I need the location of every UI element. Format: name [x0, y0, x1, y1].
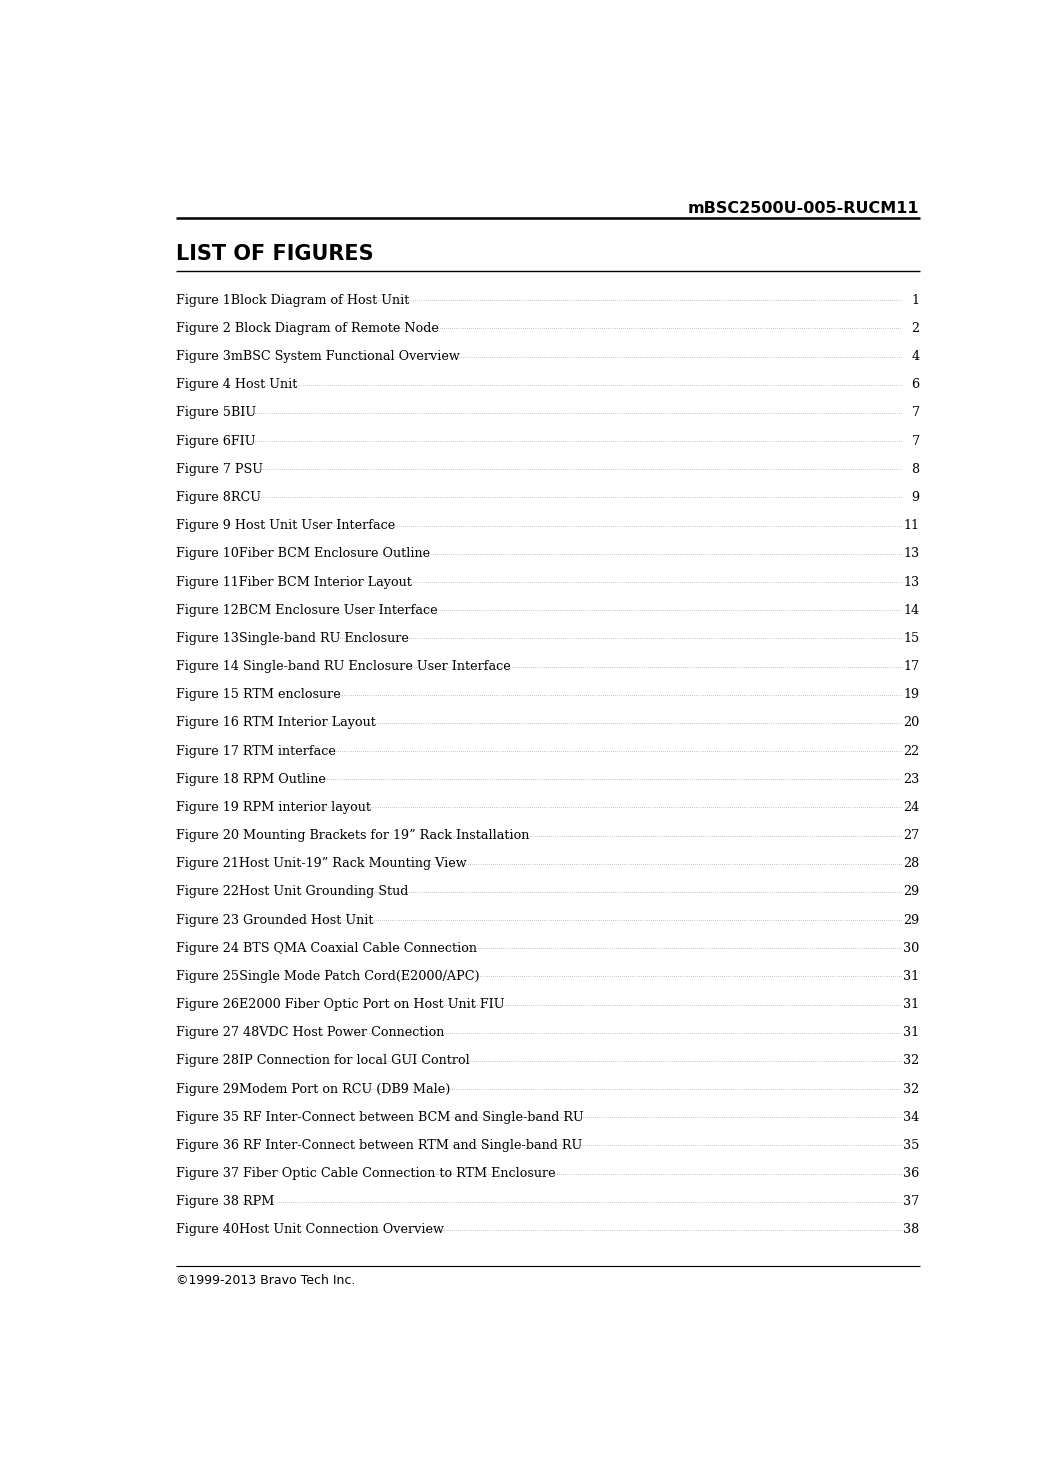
Text: 31: 31 [904, 970, 919, 983]
Text: Figure 10Fiber BCM Enclosure Outline: Figure 10Fiber BCM Enclosure Outline [176, 547, 429, 560]
Text: Figure 2 Block Diagram of Remote Node: Figure 2 Block Diagram of Remote Node [176, 321, 439, 334]
Text: 11: 11 [904, 519, 919, 533]
Text: Figure 11Fiber BCM Interior Layout: Figure 11Fiber BCM Interior Layout [176, 575, 411, 588]
Text: 31: 31 [904, 998, 919, 1011]
Text: 8: 8 [912, 462, 919, 475]
Text: 27: 27 [904, 829, 919, 842]
Text: Figure 28IP Connection for local GUI Control: Figure 28IP Connection for local GUI Con… [176, 1055, 469, 1068]
Text: 7: 7 [912, 434, 919, 447]
Text: Figure 27 48VDC Host Power Connection: Figure 27 48VDC Host Power Connection [176, 1027, 444, 1039]
Text: 32: 32 [904, 1083, 919, 1096]
Text: 1: 1 [912, 293, 919, 307]
Text: Figure 36 RF Inter-Connect between RTM and Single-band RU: Figure 36 RF Inter-Connect between RTM a… [176, 1138, 582, 1152]
Text: LIST OF FIGURES: LIST OF FIGURES [176, 244, 373, 264]
Text: ©1999-2013 Bravo Tech Inc.: ©1999-2013 Bravo Tech Inc. [176, 1273, 355, 1287]
Text: Figure 19 RPM interior layout: Figure 19 RPM interior layout [176, 801, 371, 814]
Text: 23: 23 [904, 773, 919, 786]
Text: Figure 40Host Unit Connection Overview: Figure 40Host Unit Connection Overview [176, 1223, 443, 1237]
Text: Figure 25Single Mode Patch Cord(E2000/APC): Figure 25Single Mode Patch Cord(E2000/AP… [176, 970, 480, 983]
Text: Figure 5BIU: Figure 5BIU [176, 406, 255, 420]
Text: 4: 4 [912, 351, 919, 364]
Text: Figure 9 Host Unit User Interface: Figure 9 Host Unit User Interface [176, 519, 395, 533]
Text: Figure 17 RTM interface: Figure 17 RTM interface [176, 745, 335, 757]
Text: 13: 13 [904, 547, 919, 560]
Text: 31: 31 [904, 1027, 919, 1039]
Text: Figure 15 RTM enclosure: Figure 15 RTM enclosure [176, 688, 340, 701]
Text: Figure 14 Single-band RU Enclosure User Interface: Figure 14 Single-band RU Enclosure User … [176, 660, 510, 673]
Text: 20: 20 [904, 716, 919, 729]
Text: 36: 36 [904, 1168, 919, 1179]
Text: Figure 3mBSC System Functional Overview: Figure 3mBSC System Functional Overview [176, 351, 460, 364]
Text: Figure 18 RPM Outline: Figure 18 RPM Outline [176, 773, 326, 786]
Text: Figure 23 Grounded Host Unit: Figure 23 Grounded Host Unit [176, 914, 373, 927]
Text: 13: 13 [904, 575, 919, 588]
Text: Figure 12BCM Enclosure User Interface: Figure 12BCM Enclosure User Interface [176, 604, 438, 616]
Text: 6: 6 [912, 378, 919, 392]
Text: 28: 28 [904, 857, 919, 870]
Text: Figure 21Host Unit-19” Rack Mounting View: Figure 21Host Unit-19” Rack Mounting Vie… [176, 857, 466, 870]
Text: Figure 13Single-band RU Enclosure: Figure 13Single-band RU Enclosure [176, 632, 408, 645]
Text: 9: 9 [912, 491, 919, 505]
Text: Figure 1Block Diagram of Host Unit: Figure 1Block Diagram of Host Unit [176, 293, 409, 307]
Text: 37: 37 [904, 1196, 919, 1209]
Text: Figure 20 Mounting Brackets for 19” Rack Installation: Figure 20 Mounting Brackets for 19” Rack… [176, 829, 529, 842]
Text: 22: 22 [904, 745, 919, 757]
Text: 29: 29 [904, 886, 919, 898]
Text: Figure 26E2000 Fiber Optic Port on Host Unit FIU: Figure 26E2000 Fiber Optic Port on Host … [176, 998, 504, 1011]
Text: mBSC2500U-005-RUCM11: mBSC2500U-005-RUCM11 [688, 201, 919, 216]
Text: Figure 29Modem Port on RCU (DB9 Male): Figure 29Modem Port on RCU (DB9 Male) [176, 1083, 450, 1096]
Text: 30: 30 [904, 942, 919, 955]
Text: Figure 38 RPM: Figure 38 RPM [176, 1196, 274, 1209]
Text: 38: 38 [904, 1223, 919, 1237]
Text: Figure 6FIU: Figure 6FIU [176, 434, 255, 447]
Text: 7: 7 [912, 406, 919, 420]
Text: Figure 22Host Unit Grounding Stud: Figure 22Host Unit Grounding Stud [176, 886, 408, 898]
Text: 35: 35 [904, 1138, 919, 1152]
Text: 19: 19 [904, 688, 919, 701]
Text: 14: 14 [904, 604, 919, 616]
Text: 34: 34 [904, 1111, 919, 1124]
Text: 29: 29 [904, 914, 919, 927]
Text: 24: 24 [904, 801, 919, 814]
Text: Figure 8RCU: Figure 8RCU [176, 491, 261, 505]
Text: 32: 32 [904, 1055, 919, 1068]
Text: Figure 4 Host Unit: Figure 4 Host Unit [176, 378, 297, 392]
Text: 2: 2 [912, 321, 919, 334]
Text: Figure 7 PSU: Figure 7 PSU [176, 462, 263, 475]
Text: Figure 35 RF Inter-Connect between BCM and Single-band RU: Figure 35 RF Inter-Connect between BCM a… [176, 1111, 583, 1124]
Text: Figure 16 RTM Interior Layout: Figure 16 RTM Interior Layout [176, 716, 376, 729]
Text: Figure 37 Fiber Optic Cable Connection to RTM Enclosure: Figure 37 Fiber Optic Cable Connection t… [176, 1168, 555, 1179]
Text: 17: 17 [904, 660, 919, 673]
Text: 15: 15 [904, 632, 919, 645]
Text: Figure 24 BTS QMA Coaxial Cable Connection: Figure 24 BTS QMA Coaxial Cable Connecti… [176, 942, 476, 955]
